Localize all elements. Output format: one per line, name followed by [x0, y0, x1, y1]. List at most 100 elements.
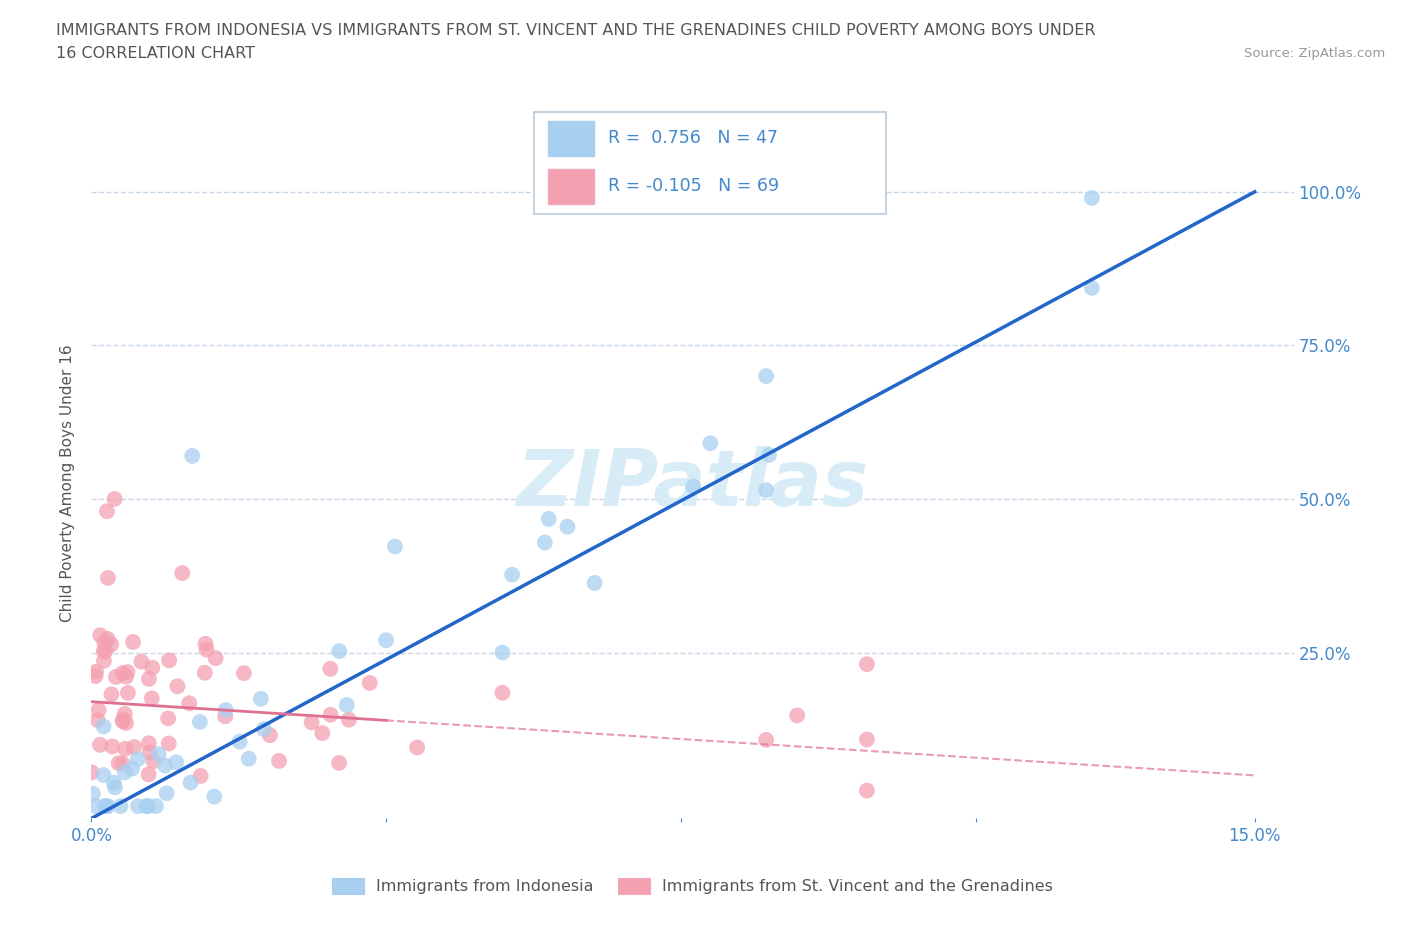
- Point: [93, 635, 115, 650]
- Point: [328, 644, 350, 658]
- Point: [131, 654, 153, 669]
- Point: [117, 665, 139, 680]
- Point: [301, 715, 323, 730]
- Point: [110, 799, 132, 814]
- Point: [375, 632, 398, 647]
- Point: [786, 708, 808, 723]
- Point: [682, 479, 704, 494]
- Point: [89, 737, 111, 752]
- Point: [112, 712, 135, 727]
- Point: [122, 634, 145, 649]
- Point: [114, 741, 136, 756]
- Point: [87, 702, 110, 717]
- Point: [127, 751, 149, 766]
- Point: [115, 715, 138, 730]
- Point: [228, 734, 250, 749]
- Text: Source: ZipAtlas.com: Source: ZipAtlas.com: [1244, 46, 1385, 60]
- Point: [337, 712, 360, 727]
- Point: [755, 368, 778, 383]
- Point: [89, 628, 111, 643]
- Point: [93, 767, 115, 782]
- Point: [319, 661, 342, 676]
- Point: [1081, 191, 1104, 206]
- Point: [96, 504, 118, 519]
- Point: [188, 714, 211, 729]
- Text: R = -0.105   N = 69: R = -0.105 N = 69: [609, 178, 779, 195]
- Point: [97, 570, 120, 585]
- Legend: Immigrants from Indonesia, Immigrants from St. Vincent and the Grenadines: Immigrants from Indonesia, Immigrants fr…: [325, 871, 1060, 901]
- Point: [103, 776, 125, 790]
- Point: [115, 669, 138, 684]
- Point: [127, 799, 149, 814]
- Point: [204, 651, 226, 666]
- Point: [138, 736, 160, 751]
- Point: [104, 670, 127, 684]
- Point: [179, 696, 201, 711]
- Point: [142, 753, 165, 768]
- Point: [856, 657, 879, 671]
- Point: [758, 447, 780, 462]
- Point: [359, 675, 381, 690]
- Point: [114, 707, 136, 722]
- Point: [93, 654, 115, 669]
- Point: [121, 761, 143, 776]
- Point: [97, 631, 120, 646]
- Point: [557, 519, 579, 534]
- Point: [165, 755, 187, 770]
- Point: [114, 764, 136, 779]
- Point: [319, 708, 342, 723]
- Point: [253, 722, 276, 737]
- Point: [111, 666, 134, 681]
- Point: [94, 799, 117, 814]
- Point: [157, 711, 180, 725]
- Point: [501, 567, 523, 582]
- Point: [157, 736, 180, 751]
- Point: [111, 756, 134, 771]
- Point: [100, 687, 122, 702]
- Point: [135, 799, 157, 814]
- Point: [111, 713, 134, 728]
- Text: ZIPatlas: ZIPatlas: [516, 445, 869, 522]
- Point: [157, 653, 180, 668]
- Point: [138, 671, 160, 686]
- Point: [138, 767, 160, 782]
- Point: [94, 644, 117, 658]
- Point: [406, 740, 429, 755]
- Point: [100, 637, 122, 652]
- Point: [86, 712, 108, 727]
- Point: [107, 756, 129, 771]
- Point: [138, 745, 160, 760]
- Point: [238, 751, 260, 766]
- Point: [104, 492, 127, 507]
- Point: [215, 703, 238, 718]
- Point: [94, 799, 117, 814]
- Bar: [548, 121, 593, 155]
- Point: [180, 775, 202, 790]
- Point: [172, 565, 194, 580]
- Text: 16 CORRELATION CHART: 16 CORRELATION CHART: [56, 46, 256, 61]
- Point: [336, 698, 359, 712]
- Point: [856, 783, 879, 798]
- Point: [194, 636, 217, 651]
- Point: [250, 691, 273, 706]
- Point: [166, 679, 188, 694]
- Point: [84, 664, 107, 679]
- Point: [259, 728, 281, 743]
- Point: [232, 666, 254, 681]
- Bar: [548, 169, 593, 204]
- Point: [699, 436, 721, 451]
- Point: [181, 448, 204, 463]
- Point: [755, 483, 778, 498]
- Point: [537, 512, 560, 526]
- Point: [93, 644, 115, 658]
- Point: [148, 747, 170, 762]
- Point: [194, 665, 217, 680]
- Point: [534, 535, 557, 550]
- Point: [583, 576, 606, 591]
- Point: [82, 786, 104, 801]
- Point: [491, 685, 513, 700]
- Point: [1081, 281, 1104, 296]
- Point: [117, 685, 139, 700]
- Point: [195, 642, 218, 657]
- Point: [141, 691, 163, 706]
